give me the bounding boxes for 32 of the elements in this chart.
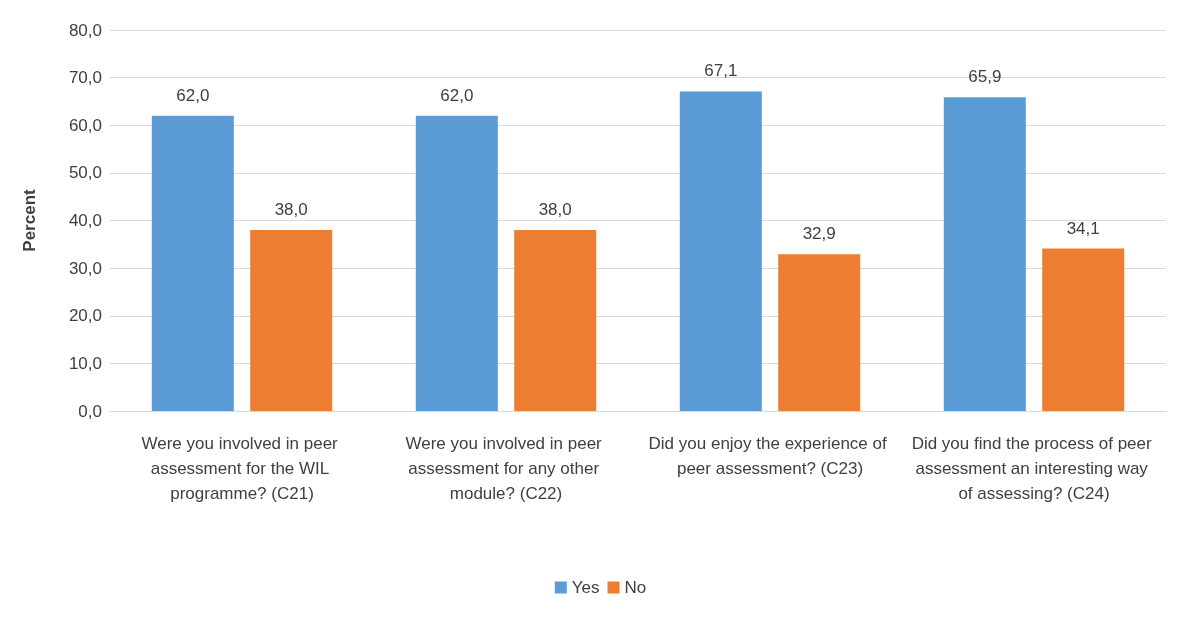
x-tick-label: Did you enjoy the experience of peer assessment? (C23): [648, 434, 892, 478]
x-tick-label: Were you involved in peer assessment for any other module? (C22): [405, 434, 607, 503]
x-tick-label: Were you involved in peer assessment for the WIL programme? (C21): [141, 434, 343, 503]
bar: [943, 97, 1026, 411]
data-label: 62,0: [176, 85, 210, 105]
y-tick-label: 0,0: [78, 401, 102, 421]
bar: [778, 254, 861, 411]
y-tick-label: 50,0: [68, 163, 102, 183]
bar: [250, 230, 333, 411]
data-label: 62,0: [440, 85, 474, 105]
y-tick-label: 60,0: [68, 115, 102, 135]
bar: [679, 91, 762, 411]
bar: [151, 115, 234, 411]
y-axis-title: Percent: [20, 188, 39, 252]
bar: [1042, 248, 1125, 411]
bar: [514, 230, 597, 411]
legend-label: No: [624, 578, 647, 597]
data-label: 38,0: [274, 200, 308, 220]
x-tick-label: Did you find the process of peer assessment an interesting way of assessing? (C24): [911, 434, 1157, 503]
y-tick-label: 30,0: [68, 258, 102, 278]
y-tick-label: 40,0: [68, 211, 102, 230]
bar: [415, 115, 498, 411]
data-label: 65,9: [968, 67, 1002, 87]
data-label: 32,9: [802, 224, 836, 244]
y-tick-label: 10,0: [68, 353, 102, 373]
y-tick-label: 70,0: [68, 68, 102, 88]
y-tick-label: 20,0: [68, 306, 102, 326]
data-label: 67,1: [704, 61, 738, 81]
y-tick-label: 80,0: [68, 20, 102, 40]
legend-label: Yes: [571, 578, 600, 597]
data-label: 34,1: [1066, 218, 1100, 238]
data-label: 38,0: [538, 200, 572, 220]
